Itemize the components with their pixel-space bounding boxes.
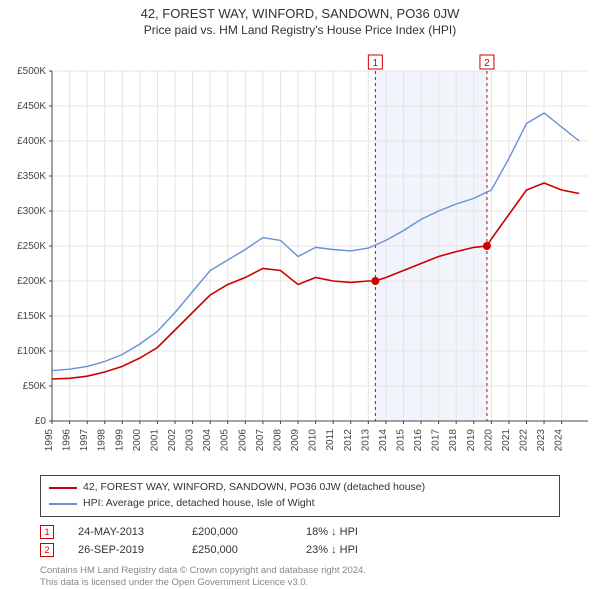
svg-text:2004: 2004 bbox=[202, 429, 213, 452]
svg-text:2024: 2024 bbox=[554, 429, 565, 452]
marker-date: 24-MAY-2013 bbox=[78, 526, 168, 538]
svg-text:2013: 2013 bbox=[360, 429, 371, 452]
marker-row: 2 26-SEP-2019 £250,000 23% ↓ HPI bbox=[40, 541, 560, 559]
svg-text:2011: 2011 bbox=[325, 429, 336, 451]
svg-text:2022: 2022 bbox=[518, 429, 529, 452]
legend-label: 42, FOREST WAY, WINFORD, SANDOWN, PO36 0… bbox=[83, 480, 425, 496]
marker-index-icon: 2 bbox=[40, 543, 54, 557]
legend-label: HPI: Average price, detached house, Isle… bbox=[83, 496, 315, 512]
marker-price: £250,000 bbox=[192, 544, 282, 556]
marker-index-icon: 1 bbox=[40, 525, 54, 539]
page-title: 42, FOREST WAY, WINFORD, SANDOWN, PO36 0… bbox=[0, 0, 600, 21]
marker-delta: 18% ↓ HPI bbox=[306, 526, 396, 538]
marker-delta: 23% ↓ HPI bbox=[306, 544, 396, 556]
footer: Contains HM Land Registry data © Crown c… bbox=[40, 565, 560, 589]
svg-text:2009: 2009 bbox=[290, 429, 301, 452]
svg-text:2000: 2000 bbox=[132, 429, 143, 452]
svg-text:£200K: £200K bbox=[17, 276, 46, 287]
legend-item: 42, FOREST WAY, WINFORD, SANDOWN, PO36 0… bbox=[49, 480, 551, 496]
svg-text:£300K: £300K bbox=[17, 206, 46, 217]
legend-swatch bbox=[49, 487, 77, 489]
svg-text:2018: 2018 bbox=[448, 429, 459, 452]
svg-text:2: 2 bbox=[484, 58, 490, 69]
marker-date: 26-SEP-2019 bbox=[78, 544, 168, 556]
svg-text:£500K: £500K bbox=[17, 66, 46, 77]
svg-text:2016: 2016 bbox=[413, 429, 424, 452]
svg-text:£0: £0 bbox=[35, 416, 47, 427]
svg-text:1998: 1998 bbox=[97, 429, 108, 452]
svg-text:2006: 2006 bbox=[237, 429, 248, 452]
svg-text:2012: 2012 bbox=[343, 429, 354, 452]
svg-text:£100K: £100K bbox=[17, 346, 46, 357]
svg-text:2003: 2003 bbox=[185, 429, 196, 452]
marker-table: 1 24-MAY-2013 £200,000 18% ↓ HPI 2 26-SE… bbox=[40, 523, 560, 559]
footer-line: Contains HM Land Registry data © Crown c… bbox=[40, 565, 560, 577]
svg-text:2002: 2002 bbox=[167, 429, 178, 452]
svg-text:£350K: £350K bbox=[17, 171, 46, 182]
page-subtitle: Price paid vs. HM Land Registry's House … bbox=[0, 21, 600, 41]
svg-text:1995: 1995 bbox=[44, 429, 55, 452]
svg-text:2005: 2005 bbox=[220, 429, 231, 452]
price-chart: 1 2 £0 £50K £100K £150K £200K £250K £300K £350K £4… bbox=[0, 41, 600, 471]
svg-text:£50K: £50K bbox=[23, 381, 47, 392]
svg-text:£250K: £250K bbox=[17, 241, 46, 252]
svg-text:£450K: £450K bbox=[17, 101, 46, 112]
svg-text:£400K: £400K bbox=[17, 136, 46, 147]
svg-text:2001: 2001 bbox=[149, 429, 160, 452]
svg-text:2007: 2007 bbox=[255, 429, 266, 452]
svg-text:1996: 1996 bbox=[62, 429, 73, 452]
svg-text:2008: 2008 bbox=[272, 429, 283, 452]
legend-item: HPI: Average price, detached house, Isle… bbox=[49, 496, 551, 512]
svg-text:2015: 2015 bbox=[395, 429, 406, 452]
svg-text:2021: 2021 bbox=[501, 429, 512, 452]
svg-text:2019: 2019 bbox=[466, 429, 477, 452]
footer-line: This data is licensed under the Open Gov… bbox=[40, 577, 560, 589]
svg-text:2014: 2014 bbox=[378, 429, 389, 452]
marker-row: 1 24-MAY-2013 £200,000 18% ↓ HPI bbox=[40, 523, 560, 541]
legend-swatch bbox=[49, 503, 77, 505]
svg-text:1997: 1997 bbox=[79, 429, 90, 452]
svg-text:£150K: £150K bbox=[17, 311, 46, 322]
svg-text:2020: 2020 bbox=[483, 429, 494, 452]
svg-text:1999: 1999 bbox=[114, 429, 125, 452]
marker-price: £200,000 bbox=[192, 526, 282, 538]
svg-text:1: 1 bbox=[373, 58, 379, 69]
svg-text:2017: 2017 bbox=[431, 429, 442, 452]
svg-text:2010: 2010 bbox=[308, 429, 319, 452]
chart-legend: 42, FOREST WAY, WINFORD, SANDOWN, PO36 0… bbox=[40, 475, 560, 517]
svg-text:2023: 2023 bbox=[536, 429, 547, 452]
